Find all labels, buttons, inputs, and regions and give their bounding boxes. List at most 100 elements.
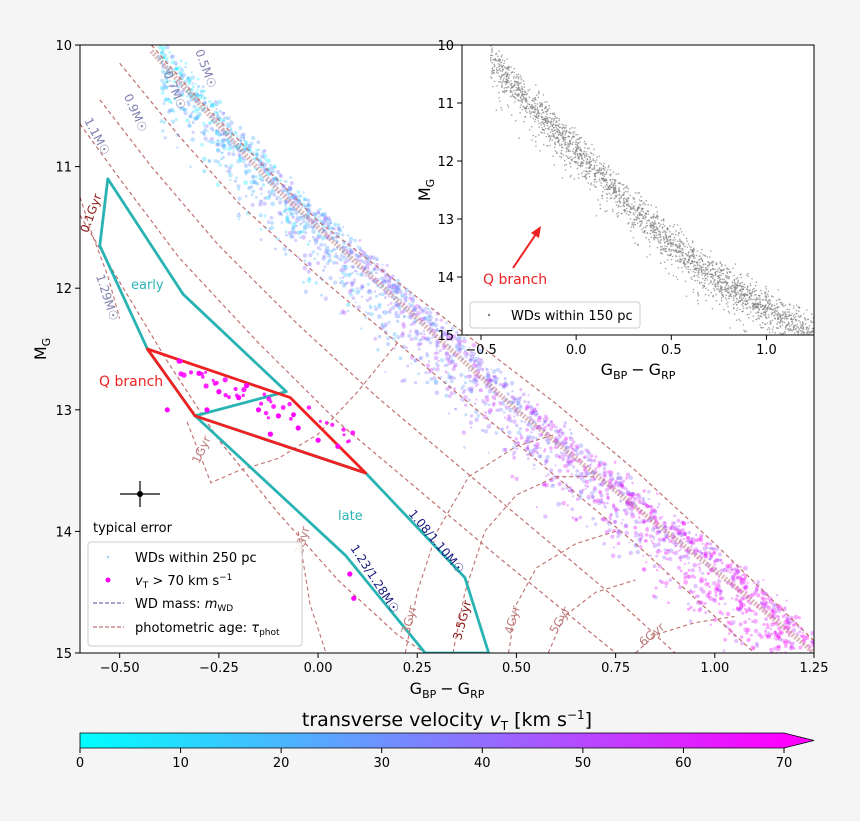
inset-scatter-point — [580, 161, 583, 163]
scatter-point — [699, 601, 703, 605]
scatter-point — [303, 198, 307, 202]
scatter-point — [794, 680, 798, 684]
inset-scatter-point — [759, 324, 761, 326]
inset-scatter-point — [519, 106, 522, 109]
inset-scatter-point — [623, 199, 625, 201]
inset-scatter-point — [780, 303, 783, 306]
scatter-point — [433, 355, 439, 361]
inset-scatter-point — [552, 121, 554, 123]
scatter-point — [616, 475, 620, 479]
scatter-point — [179, 72, 183, 77]
scatter-point — [167, 98, 172, 104]
high-velocity-point — [178, 371, 184, 377]
scatter-point — [550, 423, 556, 429]
scatter-point — [561, 439, 566, 445]
inset-scatter-point — [601, 197, 604, 200]
scatter-point — [174, 66, 178, 71]
inset-scatter-point — [514, 119, 517, 122]
high-velocity-point — [262, 392, 267, 397]
inset-scatter-point — [506, 86, 509, 89]
inset-scatter-point — [750, 295, 753, 297]
scatter-point — [444, 393, 449, 398]
scatter-point — [186, 76, 190, 81]
scatter-point — [209, 106, 212, 109]
inset-scatter-point — [636, 214, 639, 216]
scatter-point — [285, 216, 288, 219]
scatter-point — [236, 159, 241, 164]
scatter-point — [419, 355, 424, 361]
scatter-point — [218, 116, 222, 120]
scatter-point — [634, 519, 639, 525]
scatter-point — [677, 549, 680, 552]
inset-scatter-point — [715, 270, 718, 273]
scatter-point — [699, 550, 702, 553]
inset-scatter-point — [605, 179, 608, 182]
inset-scatter-point — [780, 301, 783, 304]
scatter-point — [641, 501, 646, 506]
scatter-point — [160, 78, 165, 83]
scatter-point — [536, 452, 540, 455]
scatter-point — [164, 79, 169, 84]
scatter-point — [208, 100, 212, 104]
inset-scatter-point — [729, 327, 731, 329]
inset-scatter-point — [674, 255, 677, 257]
inset-scatter-point — [623, 211, 626, 213]
scatter-point — [287, 192, 290, 195]
inset-scatter-point — [564, 136, 567, 139]
selection-regions — [98, 177, 491, 653]
scatter-point — [765, 623, 769, 627]
scatter-point — [450, 326, 455, 331]
scatter-point — [404, 292, 408, 296]
scatter-point — [492, 375, 496, 379]
scatter-point — [366, 254, 369, 257]
legend-marker-wds250 — [106, 555, 110, 559]
scatter-point — [605, 487, 609, 492]
inset-scatter-point — [543, 125, 546, 128]
scatter-point — [569, 459, 573, 464]
scatter-point — [285, 219, 291, 224]
scatter-point — [749, 633, 753, 637]
scatter-point — [785, 620, 790, 625]
scatter-point — [446, 372, 450, 376]
inset-scatter-point — [596, 181, 598, 183]
inset-scatter-point — [720, 292, 723, 294]
scatter-point — [295, 215, 300, 220]
inset-scatter-point — [590, 182, 592, 184]
scatter-point — [360, 252, 365, 257]
inset-scatter-point — [584, 147, 586, 149]
scatter-point — [361, 285, 364, 289]
inset-scatter-point — [617, 172, 620, 175]
scatter-point — [461, 384, 465, 388]
inset-scatter-point — [599, 207, 602, 210]
scatter-point — [602, 471, 607, 477]
high-velocity-point — [199, 371, 204, 376]
inset-scatter-point — [749, 293, 752, 295]
scatter-point — [716, 587, 720, 591]
inset-scatter-point — [723, 278, 725, 281]
scatter-point — [187, 123, 192, 128]
inset-scatter-point — [569, 143, 572, 145]
scatter-point — [722, 649, 726, 653]
inset-scatter-point — [764, 311, 767, 314]
scatter-point — [415, 332, 420, 337]
inset-scatter-point — [696, 274, 698, 277]
inset-scatter-point — [719, 287, 722, 290]
inset-scatter-point — [714, 285, 716, 287]
scatter-point — [207, 159, 211, 164]
scatter-point — [388, 285, 392, 288]
scatter-point — [279, 174, 284, 179]
scatter-point — [744, 630, 749, 635]
main-scatter-points — [149, 45, 814, 684]
inset-scatter-point — [744, 286, 746, 289]
scatter-point — [302, 266, 307, 271]
scatter-point — [349, 293, 353, 297]
scatter-point — [709, 553, 714, 557]
scatter-point — [642, 502, 645, 506]
inset-scatter-point — [629, 210, 631, 213]
legend-marker-vt70 — [105, 577, 111, 583]
scatter-point — [306, 203, 311, 207]
scatter-point — [524, 405, 529, 411]
inset-scatter-points — [489, 45, 814, 335]
scatter-point — [591, 495, 595, 499]
inset-scatter-point — [494, 59, 496, 61]
